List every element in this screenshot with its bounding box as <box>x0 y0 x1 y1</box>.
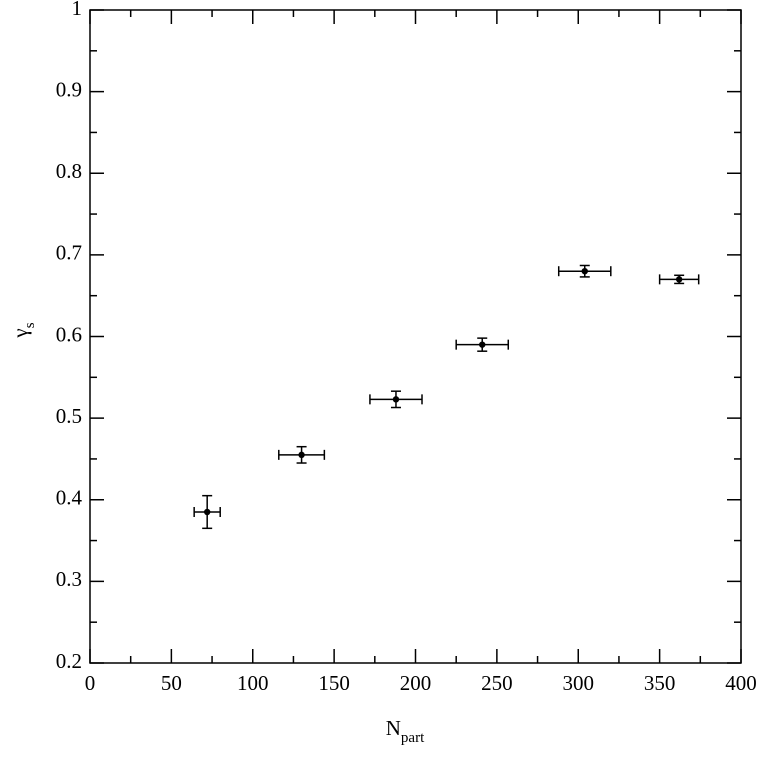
x-tick-label: 200 <box>400 671 432 695</box>
data-point <box>392 396 400 403</box>
y-tick-label: 1 <box>72 0 83 20</box>
y-tick-label: 0.2 <box>56 649 82 673</box>
y-tick-label: 0.5 <box>56 404 82 428</box>
y-label-main: γ <box>8 328 32 338</box>
data-point <box>581 268 588 275</box>
x-tick-label: 250 <box>481 671 513 695</box>
x-label-main: N <box>386 716 401 740</box>
y-label-sub: s <box>22 322 38 328</box>
x-tick-label: 300 <box>563 671 595 695</box>
y-tick-label: 0.7 <box>56 241 82 265</box>
y-tick-label: 0.9 <box>56 77 82 101</box>
y-tick-label: 0.8 <box>56 159 82 183</box>
data-point <box>675 276 683 283</box>
y-tick-label: 0.4 <box>56 486 83 510</box>
y-axis-label: γs <box>8 322 39 338</box>
x-tick-label: 350 <box>644 671 676 695</box>
x-tick-label: 100 <box>237 671 269 695</box>
x-tick-label: 50 <box>161 671 182 695</box>
x-tick-label: 150 <box>318 671 350 695</box>
data-point <box>203 508 211 516</box>
y-tick-label: 0.6 <box>56 322 82 346</box>
plot-frame <box>89 9 742 664</box>
x-tick-label: 0 <box>85 671 96 695</box>
x-axis-label: Npart <box>386 716 425 747</box>
data-point <box>298 451 305 459</box>
x-tick-label: 400 <box>725 671 757 695</box>
y-tick-label: 0.3 <box>56 567 82 591</box>
x-label-sub: part <box>401 730 425 746</box>
data-point <box>479 341 486 348</box>
